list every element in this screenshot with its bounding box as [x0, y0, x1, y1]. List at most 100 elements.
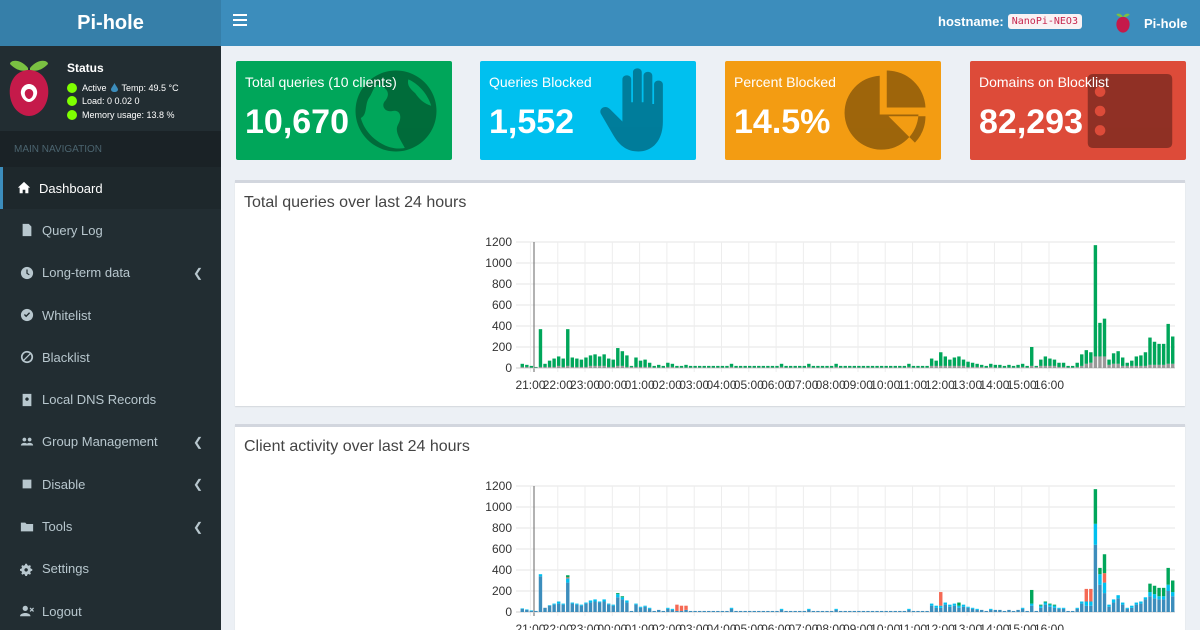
chart-bar[interactable] [1152, 585, 1157, 595]
chart-bar[interactable] [884, 610, 888, 612]
chart-bar[interactable] [1107, 364, 1111, 368]
chart-bar[interactable] [647, 366, 652, 368]
chart-bar[interactable] [1057, 608, 1061, 612]
chart-bar[interactable] [647, 608, 652, 612]
chart-bar[interactable] [679, 610, 684, 612]
chart-bar[interactable] [634, 603, 638, 605]
chart-bar[interactable] [1161, 596, 1166, 600]
chart-bar[interactable] [620, 351, 625, 366]
chart-bar[interactable] [566, 329, 570, 366]
chart-bar[interactable] [1039, 604, 1043, 606]
chart-bar[interactable] [643, 606, 647, 612]
sidebar-item-long-term-data[interactable]: Long-term data ❮ [0, 252, 221, 294]
chart-bar[interactable] [738, 367, 743, 368]
chart-bar[interactable] [957, 365, 961, 368]
chart-bar[interactable] [875, 610, 879, 612]
chart-bar[interactable] [838, 365, 843, 368]
chart-bar[interactable] [861, 365, 866, 368]
chart-bar[interactable] [761, 365, 766, 368]
chart-bar[interactable] [738, 610, 743, 612]
chart-bar[interactable] [1161, 599, 1166, 612]
chart-bar[interactable] [520, 366, 524, 368]
chart-bar[interactable] [998, 367, 1002, 368]
chart-bar[interactable] [1025, 365, 1029, 368]
chart-bar[interactable] [957, 356, 961, 366]
chart-bar[interactable] [570, 357, 575, 367]
chart-bar[interactable] [1093, 523, 1098, 545]
chart-bar[interactable] [1107, 606, 1111, 612]
chart-bar[interactable] [720, 367, 725, 368]
chart-bar[interactable] [798, 365, 802, 368]
chart-bar[interactable] [934, 607, 938, 612]
chart-bar[interactable] [825, 610, 829, 612]
chart-bar[interactable] [948, 359, 952, 366]
chart-bar[interactable] [720, 365, 725, 368]
chart-bar[interactable] [657, 364, 661, 368]
chart-bar[interactable] [984, 365, 988, 368]
chart-bar[interactable] [1125, 362, 1129, 366]
chart-bar[interactable] [943, 602, 948, 605]
chart-bar[interactable] [779, 366, 784, 368]
chart-bar[interactable] [929, 358, 934, 366]
chart-bar[interactable] [1061, 608, 1066, 612]
chart-bar[interactable] [593, 365, 597, 368]
chart-bar[interactable] [943, 604, 948, 612]
chart-bar[interactable] [902, 367, 907, 368]
chart-bar[interactable] [1048, 606, 1052, 612]
chart-bar[interactable] [829, 367, 834, 368]
chart-bar[interactable] [1143, 352, 1148, 366]
chart-bar[interactable] [970, 362, 975, 367]
chart-bar[interactable] [1020, 366, 1025, 368]
chart-bar[interactable] [606, 366, 611, 368]
user-menu[interactable]: Pi-hole [1114, 12, 1187, 34]
chart-bar[interactable] [1148, 592, 1152, 597]
chart-bar[interactable] [684, 605, 688, 610]
chart-bar[interactable] [816, 610, 820, 612]
chart-bar[interactable] [843, 367, 847, 368]
chart-bar[interactable] [1052, 607, 1057, 612]
chart-bar[interactable] [966, 607, 970, 612]
chart-bar[interactable] [1030, 347, 1034, 366]
stat-box-queries[interactable]: Queries Blocked 1,552 [480, 61, 696, 160]
chart-bar[interactable] [952, 357, 957, 366]
chart-bar[interactable] [825, 365, 829, 368]
chart-bar[interactable] [807, 608, 811, 610]
chart-bar[interactable] [989, 608, 993, 610]
chart-bar[interactable] [707, 367, 711, 368]
chart-bar[interactable] [1048, 365, 1052, 368]
sidebar-item-settings[interactable]: Settings [0, 548, 221, 590]
chart-bar[interactable] [547, 366, 552, 368]
chart-bar[interactable] [779, 363, 784, 367]
chart-bar[interactable] [584, 357, 588, 367]
chart-bar[interactable] [602, 601, 606, 613]
chart-bar[interactable] [825, 367, 829, 368]
chart-bar[interactable] [643, 366, 647, 368]
chart-bar[interactable] [761, 610, 766, 612]
chart-bar[interactable] [716, 610, 720, 612]
chart-bar[interactable] [834, 609, 838, 612]
chart-bar[interactable] [1171, 580, 1175, 593]
chart-bar[interactable] [966, 606, 970, 608]
chart-bar[interactable] [893, 610, 897, 612]
chart-bar[interactable] [729, 607, 734, 609]
chart-bar[interactable] [961, 365, 966, 368]
chart-bar[interactable] [1011, 367, 1016, 368]
chart-bar[interactable] [1093, 489, 1098, 524]
chart-bar[interactable] [948, 604, 952, 607]
chart-bar[interactable] [970, 607, 975, 609]
chart-bar[interactable] [1134, 602, 1139, 605]
chart-bar[interactable] [1052, 605, 1057, 608]
chart-bar[interactable] [1157, 587, 1161, 597]
chart-bar[interactable] [1157, 596, 1161, 600]
chart-bar[interactable] [729, 363, 734, 367]
chart-bar[interactable] [670, 363, 675, 367]
chart-bar[interactable] [857, 367, 861, 368]
chart-bar[interactable] [916, 610, 920, 612]
chart-bar[interactable] [1089, 352, 1093, 363]
chart-bar[interactable] [1102, 582, 1107, 594]
chart-bar[interactable] [829, 365, 834, 368]
chart-bar[interactable] [1034, 365, 1038, 367]
chart-bar[interactable] [1080, 601, 1084, 604]
stat-box-total[interactable]: Total queries (10 clients) 10,670 [236, 61, 452, 160]
chart-bar[interactable] [934, 605, 938, 608]
